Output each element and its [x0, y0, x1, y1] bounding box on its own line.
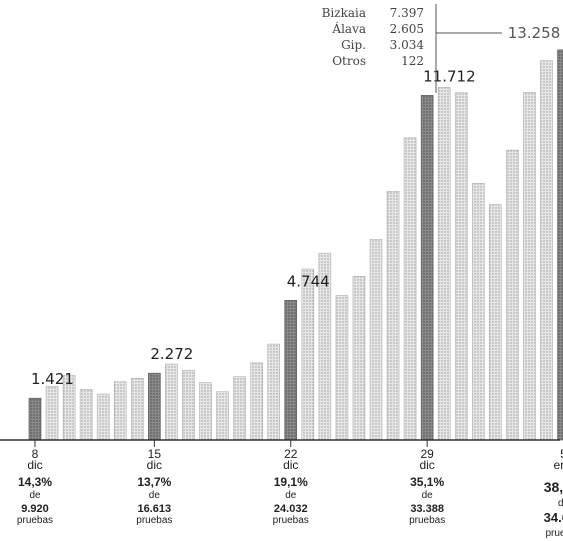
bar — [335, 295, 349, 441]
bar — [301, 268, 315, 441]
data-label: 4.744 — [287, 272, 330, 290]
breakdown-box: Bizkaia 7.397 Álava 2.605 Gip. 3.034 Otros 122 — [322, 4, 502, 93]
bar — [131, 377, 144, 441]
bar — [113, 381, 127, 441]
de-label: de — [558, 498, 563, 509]
x-axis-ticks — [34, 440, 428, 447]
breakdown-value: 3.034 — [390, 38, 425, 52]
positivity-pct: 38,3% — [544, 479, 563, 495]
data-label: 11.712 — [423, 67, 476, 85]
bar — [471, 183, 485, 441]
breakdown-name: Gip. — [341, 38, 366, 52]
bar — [386, 191, 400, 441]
de-label: de — [422, 490, 434, 501]
bar — [96, 393, 110, 441]
bar — [437, 87, 451, 441]
data-label: 13.258 — [508, 24, 561, 42]
bar — [352, 276, 366, 441]
bar — [489, 204, 502, 441]
week-month: dic — [27, 458, 42, 472]
week-day: 15 — [148, 447, 162, 461]
week-month: dic — [147, 458, 162, 472]
bar — [216, 391, 229, 441]
bar-highlight — [420, 95, 434, 441]
positivity-pct: 19,1% — [274, 475, 308, 489]
week-day: 5 — [560, 447, 563, 461]
tests-count: 16.613 — [138, 503, 172, 515]
pruebas-label: pruebas — [17, 515, 53, 526]
bar-highlight — [284, 300, 298, 441]
pruebas-label: pruebas — [273, 515, 309, 526]
tests-count: 24.032 — [274, 503, 308, 515]
week-day: 22 — [284, 447, 298, 461]
bar — [165, 363, 178, 441]
bar — [506, 149, 519, 441]
breakdown-value: 122 — [401, 54, 424, 68]
bar — [403, 137, 417, 441]
week-month: dic — [283, 458, 298, 472]
bar — [523, 92, 536, 441]
bar — [182, 369, 195, 441]
bar — [267, 343, 281, 441]
bar-highlight — [557, 49, 563, 441]
positivity-pct: 35,1% — [410, 475, 444, 489]
de-label: de — [29, 490, 41, 501]
bar — [250, 362, 263, 441]
breakdown-value: 7.397 — [390, 6, 424, 20]
tests-count: 33.388 — [410, 503, 444, 515]
de-label: de — [149, 490, 161, 501]
week-month: dic — [419, 458, 434, 472]
breakdown-name: Bizkaia — [322, 6, 366, 20]
bar-highlight — [148, 372, 161, 441]
bar — [454, 92, 468, 441]
pruebas-label: pruebas — [545, 528, 563, 539]
bar — [45, 386, 59, 441]
pruebas-label: pruebas — [409, 515, 445, 526]
data-label: 2.272 — [150, 345, 193, 363]
de-label: de — [285, 490, 297, 501]
tests-count: 34.601 — [544, 510, 563, 525]
bar — [540, 60, 553, 441]
bars-group — [28, 49, 563, 441]
bar — [369, 238, 383, 441]
positivity-pct: 14,3% — [18, 475, 52, 489]
tests-count: 9.920 — [21, 503, 49, 515]
data-label: 1.421 — [31, 370, 74, 388]
bar — [233, 376, 246, 441]
week-day: 8 — [32, 447, 39, 461]
positivity-pct: 13,7% — [137, 475, 171, 489]
bar-highlight — [28, 397, 42, 441]
breakdown-name: Otros — [332, 54, 366, 68]
breakdown-name: Álava — [331, 21, 366, 36]
week-labels: 8dic14,3%de9.920pruebas15dic13,7%de16.61… — [17, 447, 563, 539]
week-month: ene — [554, 458, 563, 472]
bar — [199, 382, 212, 441]
pruebas-label: pruebas — [136, 515, 172, 526]
breakdown-value: 2.605 — [390, 22, 424, 36]
week-day: 29 — [420, 447, 434, 461]
bar — [79, 389, 93, 441]
